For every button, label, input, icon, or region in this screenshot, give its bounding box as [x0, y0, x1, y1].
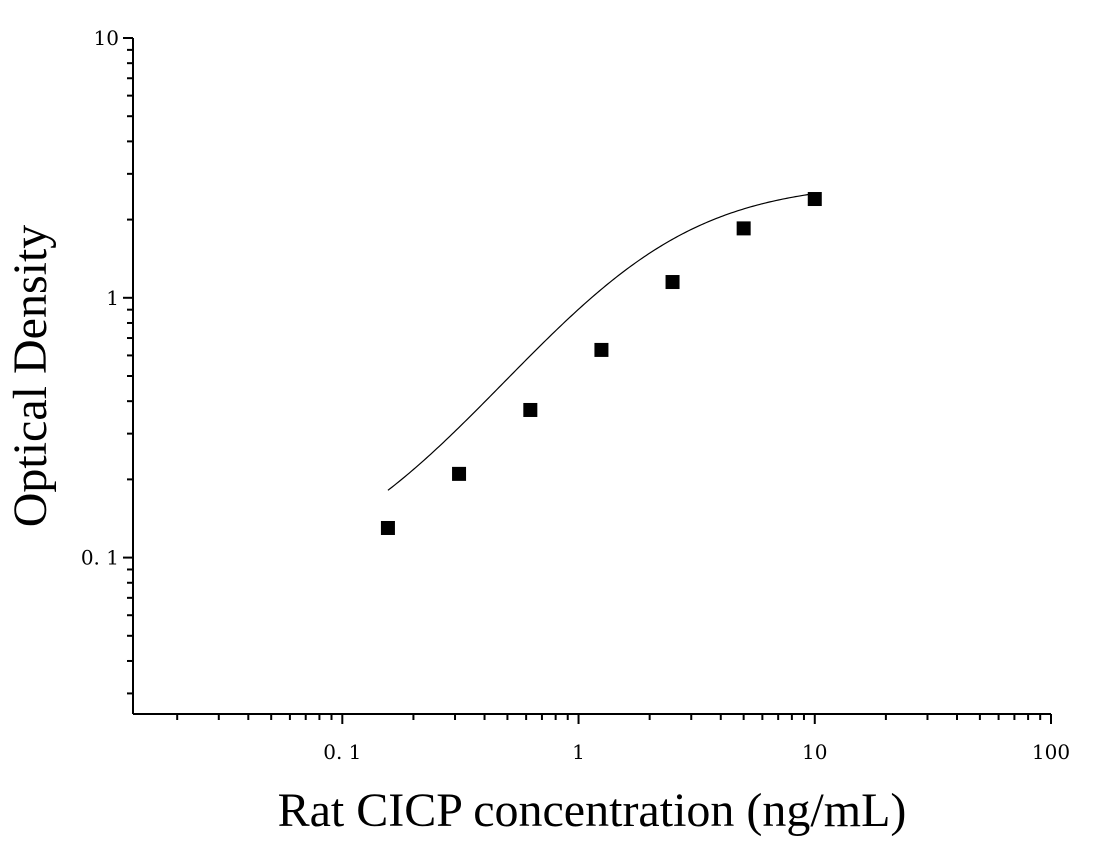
fit-curve-layer	[387, 192, 815, 491]
data-point	[523, 402, 538, 417]
data-point	[380, 520, 395, 535]
y-tick-label: 0. 1	[81, 546, 119, 570]
data-point	[452, 466, 467, 481]
data-points-layer	[380, 192, 822, 535]
data-point	[736, 221, 751, 236]
x-tick-label: 1	[572, 740, 585, 764]
data-point	[665, 275, 680, 290]
data-point	[807, 192, 822, 207]
y-tick-label: 1	[106, 286, 119, 310]
x-tick-label: 0. 1	[323, 740, 361, 764]
y-tick-label: 10	[94, 26, 119, 50]
fit-curve	[387, 192, 815, 491]
data-point	[594, 342, 609, 357]
x-tick-label: 10	[802, 740, 827, 764]
x-axis-title: Rat CICP concentration (ng/mL)	[278, 784, 907, 837]
y-axis-title: Optical Density	[4, 225, 57, 528]
x-tick-label: 100	[1032, 740, 1070, 764]
axes: 0. 1 1 10 100 0. 1 1 10	[81, 26, 1070, 764]
